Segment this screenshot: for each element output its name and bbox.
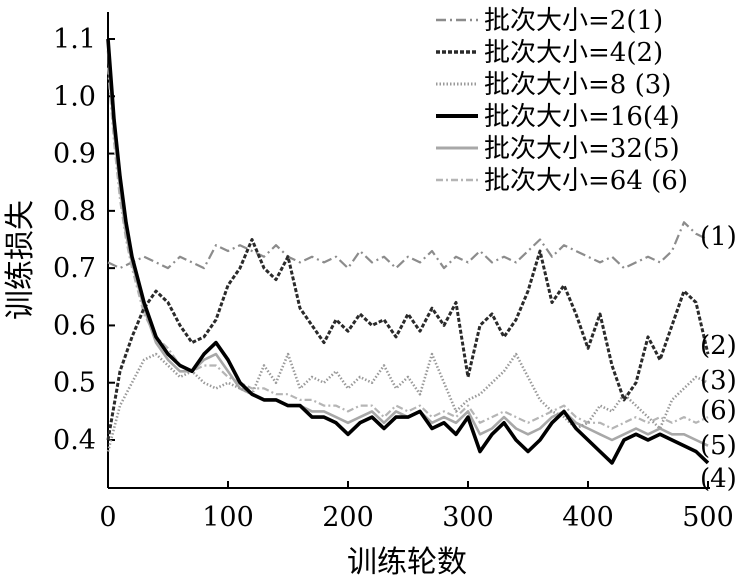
y-tick-label: 0.8 bbox=[53, 196, 96, 227]
series-end-label-4: (4) bbox=[700, 464, 737, 494]
series-end-label-3: (3) bbox=[700, 366, 737, 396]
y-tick-label: 1.1 bbox=[53, 24, 96, 55]
series-end-label-6: (6) bbox=[700, 396, 737, 426]
series-line-6 bbox=[106, 67, 709, 430]
series-end-labels: (1) (2) (3) (4)(5) (6) bbox=[700, 222, 737, 494]
x-tick-label: 500 bbox=[682, 502, 734, 533]
series-line-1 bbox=[107, 221, 709, 270]
series-end-label-2: (2) bbox=[700, 331, 737, 361]
legend-label-6: 批次大小=64 (6) bbox=[484, 166, 688, 196]
legend-label-2: 批次大小=4(2) bbox=[484, 38, 663, 68]
series-line-2 bbox=[106, 238, 710, 441]
series-line-4 bbox=[106, 38, 710, 465]
series-end-label-1: (1) bbox=[700, 222, 737, 252]
series-lines bbox=[106, 38, 710, 465]
legend-label-3: 批次大小=8 (3) bbox=[484, 70, 671, 100]
y-tick-label: 0.5 bbox=[53, 368, 96, 399]
x-tick-label: 400 bbox=[562, 502, 614, 533]
series-line-3 bbox=[106, 352, 709, 452]
y-tick-label: 0.9 bbox=[53, 139, 96, 170]
series-line-5 bbox=[106, 50, 709, 447]
series-end-label-5: (5) bbox=[700, 431, 737, 461]
legend-label-1: 批次大小=2(1) bbox=[484, 6, 663, 36]
x-tick-label: 0 bbox=[99, 502, 116, 533]
x-tick-label: 300 bbox=[442, 502, 494, 533]
axes: 0 100 200 300 400 500 0.4 0.5 0.6 0.7 0.8 0.9 1.0 1.1 bbox=[53, 12, 734, 533]
x-axis-title: 训练轮数 bbox=[347, 545, 467, 580]
legend: 批次大小=2(1)批次大小=4(2)批次大小=8 (3)批次大小=16(4)批次… bbox=[436, 6, 688, 196]
x-tick-label: 100 bbox=[202, 502, 254, 533]
legend-label-4: 批次大小=16(4) bbox=[484, 102, 680, 132]
y-tick-label: 0.7 bbox=[53, 253, 96, 284]
legend-label-5: 批次大小=32(5) bbox=[484, 134, 680, 164]
y-tick-label: 0.6 bbox=[53, 310, 96, 341]
y-tick-label: 0.4 bbox=[53, 425, 96, 456]
y-axis-title: 训练损失 bbox=[3, 200, 38, 320]
y-tick-label: 1.0 bbox=[53, 81, 96, 112]
x-tick-label: 200 bbox=[322, 502, 374, 533]
